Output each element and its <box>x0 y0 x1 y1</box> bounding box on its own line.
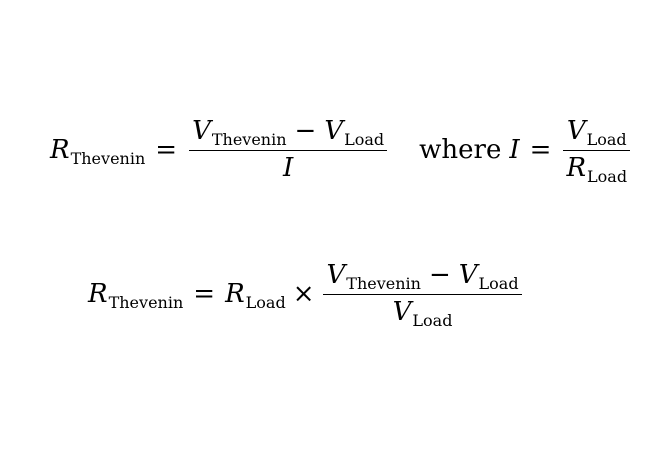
fraction-numerator: VThevenin − VLoad <box>189 118 387 150</box>
variable-v: V <box>566 116 586 146</box>
variable-v: V <box>324 116 344 146</box>
r-thevenin-term: RThevenin <box>50 134 145 167</box>
subscript-thevenin: Thevenin <box>346 274 421 293</box>
fraction-voltage-difference-over-current: VThevenin − VLoad I <box>189 118 388 181</box>
fraction-bar <box>323 294 522 296</box>
variable-v: V <box>458 260 478 290</box>
variable-v: V <box>392 297 412 328</box>
subscript-load: Load <box>587 167 628 187</box>
subscript-load: Load <box>245 292 286 312</box>
variable-r: R <box>88 278 108 309</box>
variable-r: R <box>566 153 587 184</box>
equals-sign: = <box>529 134 552 165</box>
fraction-denominator: I <box>280 151 296 181</box>
variable-i: I <box>509 134 520 165</box>
r-load-term: RLoad <box>225 278 286 311</box>
equation-thevenin-resistance-definition: RThevenin = VThevenin − VLoad I where I … <box>50 118 632 185</box>
variable-v: V <box>326 260 346 290</box>
variable-r: R <box>225 278 245 309</box>
fraction-numerator: VLoad <box>564 118 630 150</box>
equals-sign: = <box>193 278 216 309</box>
v-load-term: VLoad <box>458 260 519 292</box>
fraction-voltage-difference-over-load-voltage: VThevenin − VLoad VLoad <box>323 262 522 329</box>
v-load-term: VLoad <box>566 116 627 148</box>
subscript-load: Load <box>586 130 627 149</box>
variable-r: R <box>50 134 70 165</box>
times-sign: × <box>292 278 315 309</box>
v-thevenin-term: VThevenin <box>192 116 286 148</box>
equals-sign: = <box>155 134 178 165</box>
subscript-thevenin: Thevenin <box>70 148 146 168</box>
fraction-bar <box>189 150 388 152</box>
subscript-thevenin: Thevenin <box>108 292 184 312</box>
v-thevenin-term: VThevenin <box>326 260 420 292</box>
subscript-load: Load <box>344 130 385 149</box>
subscript-thevenin: Thevenin <box>211 130 287 149</box>
fraction-numerator: VThevenin − VLoad <box>323 262 521 294</box>
equation-thevenin-resistance-derived: RThevenin = RLoad × VThevenin − VLoad VL… <box>88 262 524 329</box>
r-thevenin-term: RThevenin <box>88 278 183 311</box>
r-load-term: RLoad <box>566 153 627 185</box>
variable-i: I <box>282 153 294 184</box>
fraction-load-voltage-over-load-resistance: VLoad RLoad <box>563 118 631 185</box>
variable-v: V <box>192 116 211 146</box>
subscript-load: Load <box>478 274 519 293</box>
v-load-term: VLoad <box>392 297 453 329</box>
fraction-denominator: RLoad <box>563 151 630 185</box>
v-load-term: VLoad <box>324 116 384 148</box>
minus-sign: − <box>428 260 451 290</box>
where-text: where <box>419 134 502 165</box>
minus-sign: − <box>294 116 317 146</box>
fraction-denominator: VLoad <box>390 295 456 329</box>
subscript-load: Load <box>412 311 453 331</box>
fraction-bar <box>563 150 631 152</box>
